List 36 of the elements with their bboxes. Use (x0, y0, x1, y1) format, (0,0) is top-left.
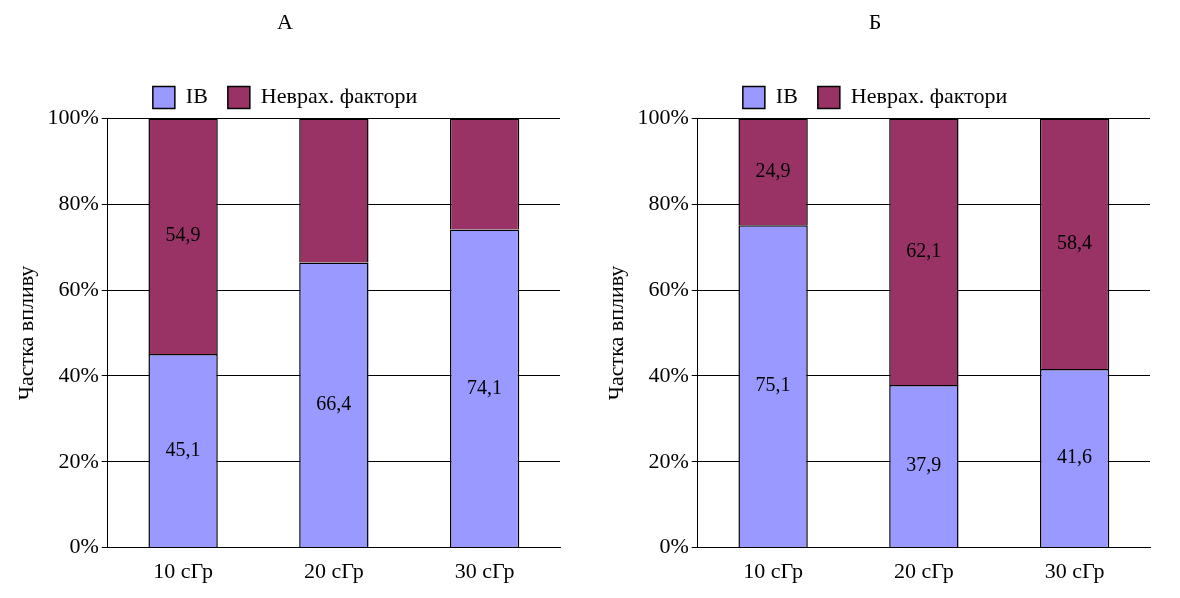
data-label: 24,9 (755, 159, 791, 182)
data-label: 66,4 (316, 392, 352, 415)
y-tick-label: 0% (69, 533, 99, 559)
y-tick-label: 20% (58, 447, 99, 473)
y-tick-label: 40% (58, 361, 99, 387)
x-tick-label: 10 сГр (743, 557, 803, 583)
legend-label: Неврах. фактори (260, 83, 418, 109)
y-tick-label: 20% (648, 447, 689, 473)
y-tick-label: 80% (648, 190, 689, 216)
data-label: 54,9 (165, 223, 201, 246)
data-label: 74,1 (467, 375, 503, 398)
data-label: 58,4 (1057, 230, 1093, 253)
chart-title: Б (868, 8, 882, 34)
x-tick-label: 30 сГр (1044, 557, 1105, 583)
y-tick-label: 100% (47, 104, 99, 130)
data-label: 41,6 (1057, 445, 1093, 468)
legend-label: Неврах. фактори (850, 83, 1008, 109)
x-tick-label: 10 сГр (153, 557, 213, 583)
y-tick-label: 60% (58, 275, 99, 301)
y-axis-title: Частка впливу (602, 265, 628, 401)
y-tick-label: 0% (659, 533, 689, 559)
y-axis-title: Частка впливу (12, 265, 38, 401)
legend-label: IВ (775, 83, 798, 109)
x-tick-label: 30 сГр (454, 557, 515, 583)
data-label: 37,9 (906, 453, 942, 476)
x-tick-label: 20 сГр (304, 557, 364, 583)
y-tick-label: 40% (648, 361, 689, 387)
legend-label: IВ (185, 83, 208, 109)
y-tick-label: 100% (637, 104, 689, 130)
y-tick-label: 60% (648, 275, 689, 301)
data-label: 75,1 (755, 373, 791, 396)
data-label: 45,1 (165, 437, 201, 460)
x-tick-label: 20 сГр (894, 557, 954, 583)
data-label: 62,1 (906, 238, 942, 261)
y-tick-label: 80% (58, 190, 99, 216)
chart-title: А (277, 8, 294, 34)
